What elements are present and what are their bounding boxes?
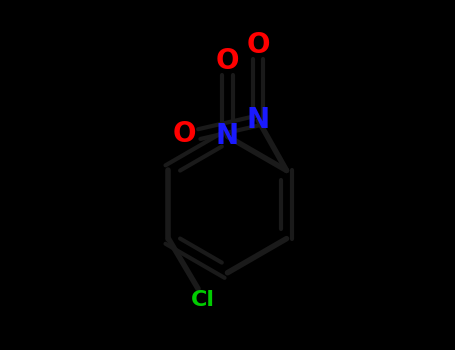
Text: O: O: [247, 32, 270, 60]
Text: N: N: [247, 106, 270, 134]
Text: O: O: [216, 47, 239, 75]
Text: Cl: Cl: [191, 290, 215, 310]
Text: N: N: [216, 122, 239, 150]
Text: O: O: [173, 120, 197, 148]
